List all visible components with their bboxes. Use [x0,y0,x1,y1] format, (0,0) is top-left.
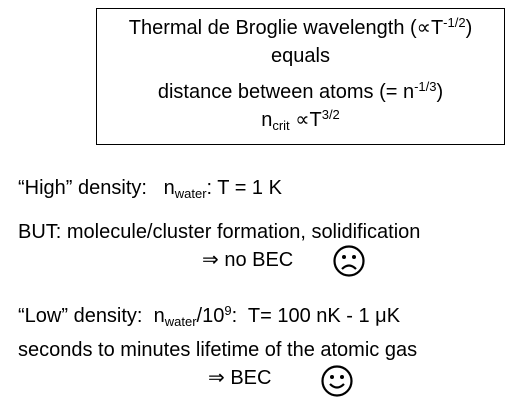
body-line: “High” density: nwater: T = 1 K [18,176,282,200]
body-line: seconds to minutes lifetime of the atomi… [18,338,417,362]
text: ) [465,17,473,39]
body-line: BUT: molecule/cluster formation, solidif… [18,220,420,244]
text: “Low” density: n [18,305,165,327]
text: : T= 100 nK - 1 μK [231,305,401,327]
box-line: ncrit ∝T3/2 [96,108,505,132]
text: ∝T [289,109,322,131]
subscript: water [164,314,197,329]
box-line: Thermal de Broglie wavelength (∝T-1/2) [96,16,505,40]
text: BUT: molecule/cluster formation, solidif… [18,221,421,243]
superscript: -1/2 [443,15,466,30]
text: /10 [196,305,225,327]
body-line: “Low” density: nwater/109: T= 100 nK - 1… [18,304,400,328]
superscript: -1/3 [414,79,437,94]
text: equals [271,45,330,67]
text: “High” density: n [18,177,175,199]
body-line: ⇒ no BEC [202,248,293,272]
text: distance between atoms (= n [157,81,415,103]
text: Thermal de Broglie wavelength (∝T [128,17,444,39]
text: : T = 1 K [206,177,282,199]
box-line: equals [96,44,505,68]
sad-face [333,245,365,277]
text: ⇒ BEC [208,367,272,389]
superscript: 9 [224,303,232,318]
subscript: water [174,186,207,201]
text: seconds to minutes lifetime of the atomi… [18,339,418,361]
superscript: 3/2 [321,107,340,122]
body-line: ⇒ BEC [208,366,271,390]
box-line: distance between atoms (= n-1/3) [96,80,505,104]
text: ) [436,81,444,103]
subscript: crit [272,118,290,133]
smiley-face [321,365,353,397]
text: n [261,109,273,131]
definition-box [96,8,505,145]
text: ⇒ no BEC [202,249,294,271]
